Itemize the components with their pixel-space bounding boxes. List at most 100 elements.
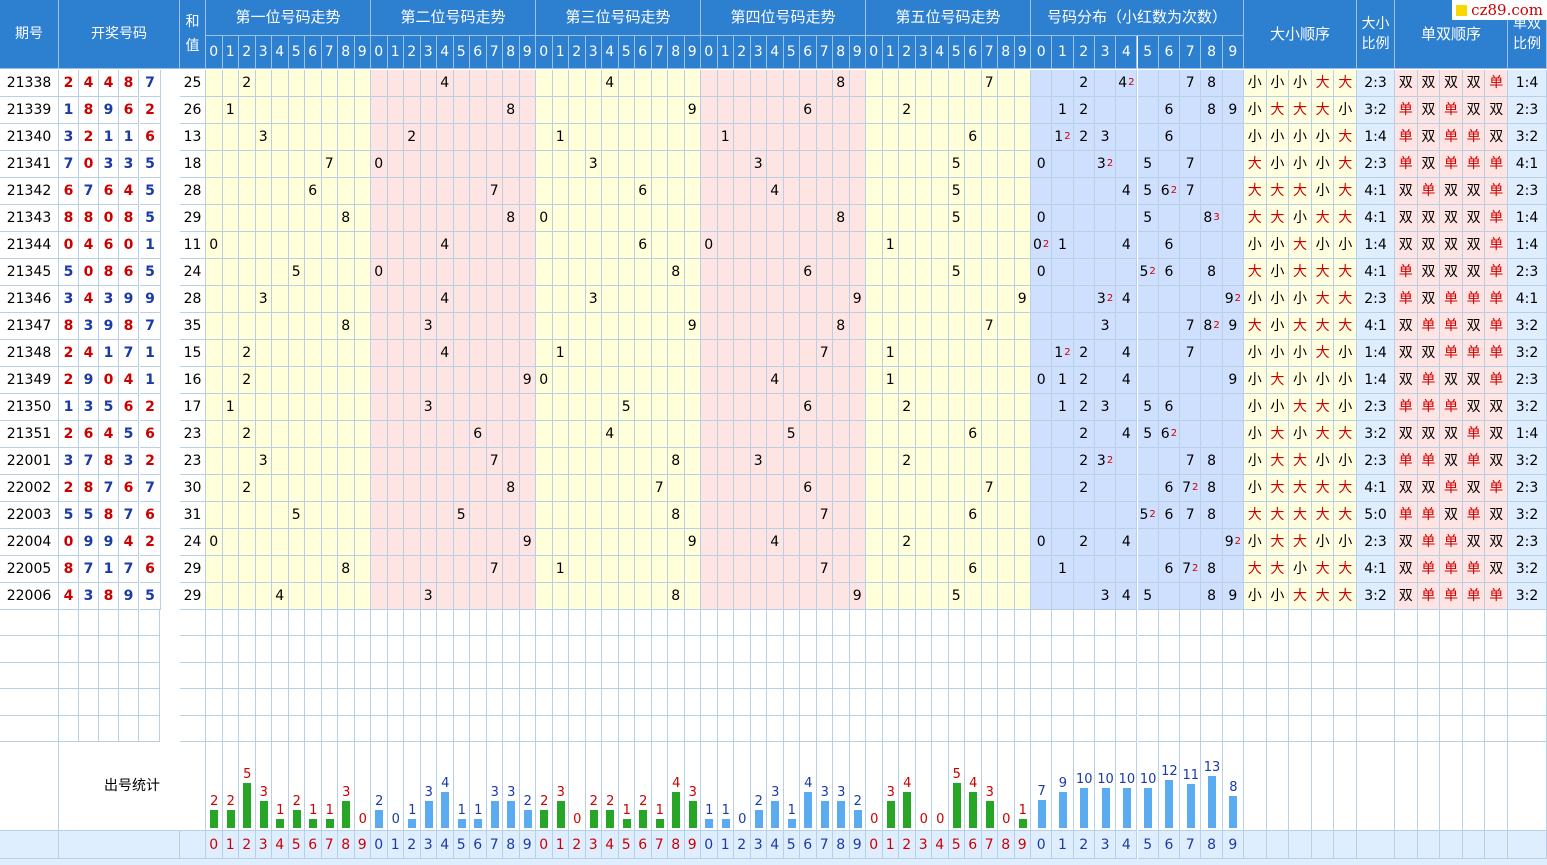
empty-oe-cell [1462, 662, 1486, 690]
empty-position-cell [536, 636, 553, 663]
position-3-empty-cell [684, 421, 701, 448]
odd-even-order-cell: 双 [1395, 556, 1418, 583]
empty-distribution-cell [1222, 662, 1244, 690]
position-2-empty-cell [470, 205, 487, 232]
empty-position-cell [899, 662, 916, 690]
stats-size-cell [1244, 742, 1267, 831]
empty-position-cell [816, 610, 833, 637]
position-3-empty-cell [569, 232, 586, 259]
distribution-cell [1201, 232, 1223, 259]
position-4-empty-cell [717, 367, 734, 394]
position-5-empty-cell [932, 151, 949, 178]
position-2-hit: 4 [437, 232, 454, 259]
draw-number-5: 2 [140, 394, 161, 421]
position-5-empty-cell [866, 583, 883, 610]
empty-position-cell [206, 636, 223, 663]
position-3-stat-cell: 3 [684, 742, 701, 831]
position-3-empty-cell [651, 529, 668, 556]
position-1-empty-cell [255, 367, 272, 394]
position-1-empty-cell [239, 124, 256, 151]
position-5-empty-cell [965, 178, 982, 205]
position-4-digit-1-header: 1 [717, 36, 734, 69]
draw-number-4: 6 [119, 394, 139, 421]
position-2-empty-cell [387, 205, 404, 232]
distribution-cell [1073, 259, 1095, 286]
draw-number-1: 1 [59, 97, 79, 124]
empty-size-cell [1289, 610, 1312, 637]
position-4-stat-cell: 3 [767, 742, 784, 831]
position-3-empty-cell [585, 367, 602, 394]
draw-number-5: 6 [140, 556, 161, 583]
position-3-empty-cell [569, 286, 586, 313]
empty-size-cell [1244, 636, 1267, 663]
period-cell: 22006 [0, 583, 59, 610]
empty-position-cell [569, 715, 586, 742]
distribution-cell [1201, 151, 1223, 178]
distribution-cell [1073, 556, 1095, 583]
distribution-digit: 1 [1057, 102, 1067, 118]
position-4-empty-cell [783, 97, 800, 124]
empty-sum-cell [180, 689, 206, 716]
size-order-cell: 大 [1266, 205, 1290, 232]
position-3-empty-cell [635, 529, 652, 556]
position-2-stat-cell: 2 [371, 742, 388, 831]
empty-position-cell [354, 689, 371, 716]
draw-number-3: 8 [99, 502, 119, 529]
empty-size-cell [1266, 610, 1290, 637]
position-4-empty-cell [783, 232, 800, 259]
repeat-count: 2 [1213, 320, 1220, 331]
size-order-cell: 小 [1244, 448, 1267, 475]
position-2-stat-cell: 1 [470, 742, 487, 831]
distribution-cell: 9 [1222, 367, 1244, 394]
empty-draw-cell [79, 662, 99, 690]
position-5-empty-cell [998, 178, 1015, 205]
distribution-digit: 1 [1057, 399, 1067, 415]
distribution-count-bar: 8 [1229, 781, 1237, 828]
position-2-axis-digit: 3 [420, 831, 437, 859]
position-3-count-bar: 3 [689, 786, 697, 828]
position-2-empty-cell [519, 70, 536, 97]
repeat-count: 2 [1170, 185, 1178, 196]
position-5-empty-cell [915, 556, 932, 583]
position-1-empty-cell [255, 529, 272, 556]
empty-oe-cell [1462, 636, 1486, 663]
empty-position-cell [503, 715, 520, 742]
distribution-count-label: 8 [1229, 780, 1238, 795]
position-4-empty-cell [800, 583, 817, 610]
empty-position-cell [437, 610, 454, 637]
position-1-empty-cell [206, 286, 223, 313]
position-5-hit: 5 [948, 259, 965, 286]
size-order-cell: 小 [1334, 394, 1357, 421]
position-4-count-bar: 1 [705, 804, 713, 828]
draw-number-4: 4 [119, 529, 139, 556]
size-order-cell: 大 [1266, 475, 1290, 502]
position-4-axis-digit: 5 [783, 831, 800, 859]
site-logo[interactable]: cz89.com [1452, 0, 1547, 20]
position-5-empty-cell [965, 232, 982, 259]
position-4-empty-cell [701, 286, 718, 313]
repeat-count: 2 [1149, 509, 1156, 520]
position-3-empty-cell [635, 205, 652, 232]
position-2-empty-cell [404, 205, 421, 232]
position-1-empty-cell [255, 97, 272, 124]
position-4-empty-cell [849, 421, 866, 448]
position-3-empty-cell [651, 232, 668, 259]
position-1-empty-cell [288, 583, 305, 610]
position-3-empty-cell [668, 178, 685, 205]
size-order-cell: 大 [1334, 205, 1357, 232]
empty-position-cell [899, 610, 916, 637]
empty-position-cell [239, 636, 256, 663]
empty-size-cell [1289, 662, 1312, 690]
distribution-cell [1116, 151, 1138, 178]
position-3-empty-cell [569, 394, 586, 421]
position-2-stat-cell: 3 [503, 742, 520, 831]
position-4-empty-cell [750, 475, 767, 502]
position-5-empty-cell [866, 70, 883, 97]
position-5-empty-cell [882, 259, 899, 286]
distribution-digit: 1 [1054, 129, 1064, 145]
odd-even-order-cell: 单 [1485, 313, 1508, 340]
position-4-empty-cell [734, 286, 751, 313]
odd-even-order-cell: 单 [1417, 556, 1441, 583]
position-4-hit: 6 [800, 475, 817, 502]
position-4-empty-cell [816, 421, 833, 448]
